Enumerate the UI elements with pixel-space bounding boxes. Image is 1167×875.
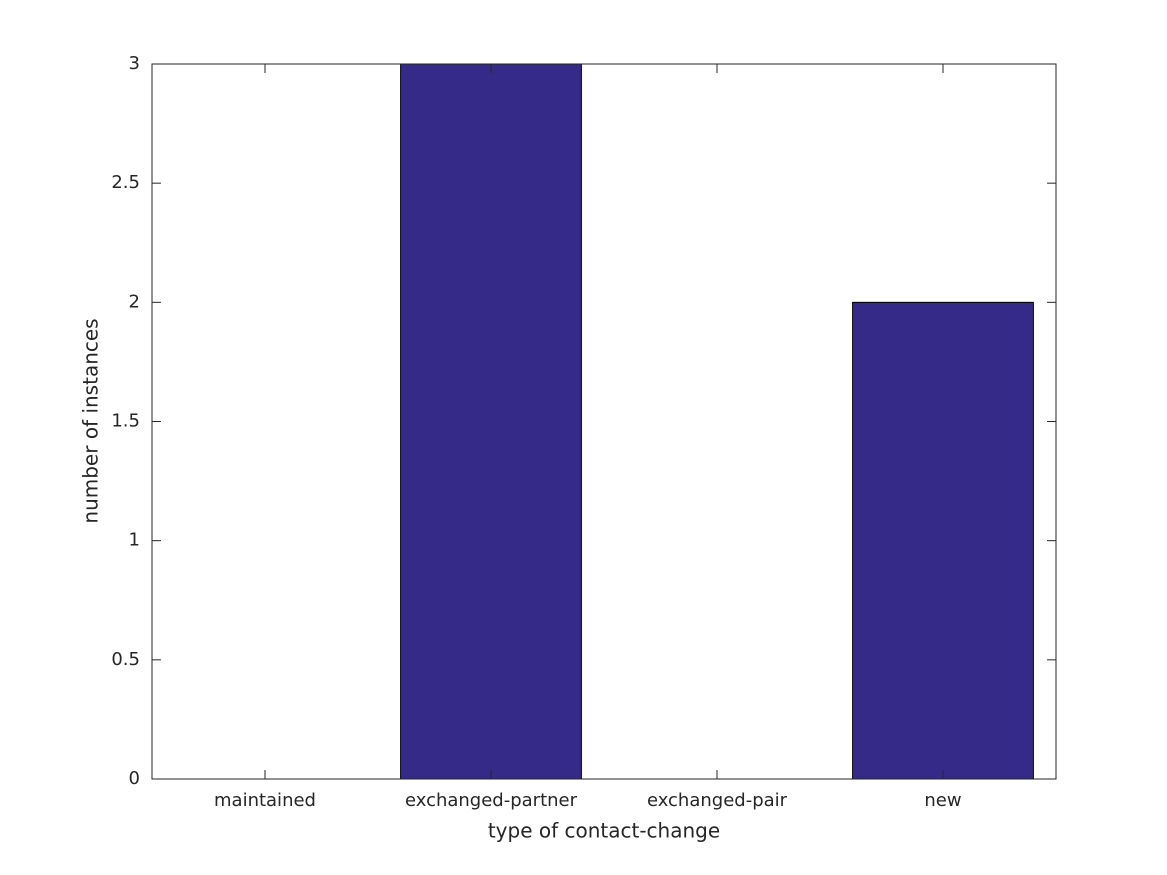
x-tick-label: new xyxy=(924,790,961,811)
y-tick-label: 2.5 xyxy=(111,172,140,193)
y-tick-label: 1.5 xyxy=(111,411,140,432)
x-tick-label: exchanged-pair xyxy=(647,790,788,811)
y-tick-label: 3 xyxy=(129,53,140,74)
x-tick-label: exchanged-partner xyxy=(405,790,578,811)
y-tick-label: 0.5 xyxy=(111,649,140,670)
y-tick-label: 2 xyxy=(129,291,140,312)
bar xyxy=(852,301,1034,780)
x-axis-label: type of contact-change xyxy=(488,819,720,843)
y-tick-label: 1 xyxy=(129,530,140,551)
y-tick-label: 0 xyxy=(129,768,140,789)
x-tick-label: maintained xyxy=(214,790,316,811)
bar xyxy=(400,63,582,780)
y-axis-label: number of instances xyxy=(79,318,103,523)
